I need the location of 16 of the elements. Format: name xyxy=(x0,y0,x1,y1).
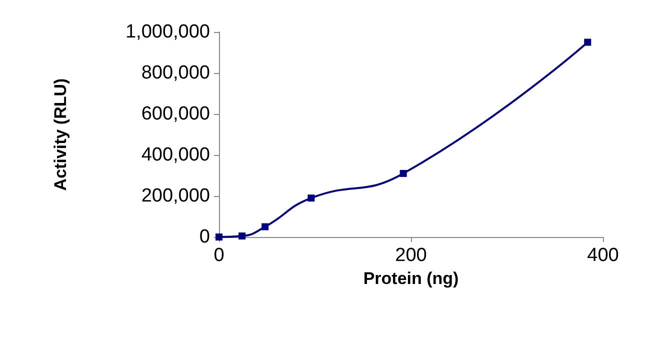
point xyxy=(308,194,315,202)
y-tick-label: 400,000 xyxy=(141,144,210,166)
y-tick-label: 600,000 xyxy=(141,104,210,124)
x-axis-title: Protein (ng) xyxy=(363,268,459,288)
point xyxy=(262,223,269,230)
point xyxy=(584,38,592,46)
point xyxy=(400,170,407,177)
y-tick-label: 200,000 xyxy=(141,186,210,206)
point xyxy=(238,232,246,240)
y-axis-title: Activity (RLU) xyxy=(51,78,70,191)
x-tick-label: 400 xyxy=(587,245,619,266)
y-tick-label: 800,000 xyxy=(141,62,210,84)
y-tick-label: 0 xyxy=(199,226,210,248)
y-tick-label: 1,000,000 xyxy=(125,22,210,42)
x-tick-label: 0 xyxy=(214,245,224,266)
x-tick-label: 200 xyxy=(395,245,427,266)
